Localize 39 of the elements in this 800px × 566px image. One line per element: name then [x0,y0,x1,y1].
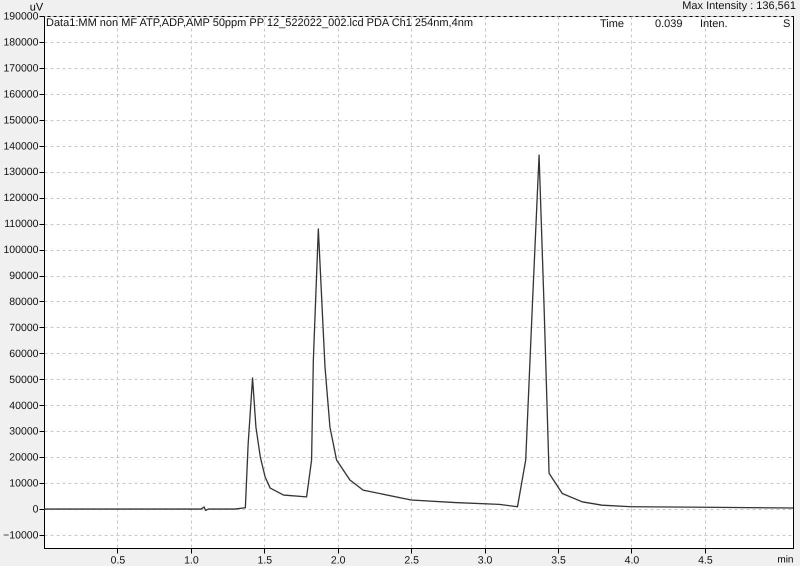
y-tick-label: 170000 [3,62,39,74]
y-tick-label: 60000 [9,348,39,360]
y-axis-title: uV [30,2,44,14]
x-tick-label: 1.0 [184,554,199,566]
y-tick-label: 90000 [9,270,39,282]
y-tick-label: 150000 [3,114,39,126]
chart-title: Data1:MM non MF ATP,ADP,AMP 50ppm PP 12_522022_002.lcd PDA Ch1 254nm,4nm [46,17,474,29]
y-tick-label: 10000 [9,478,39,490]
y-tick-label: 20000 [9,452,39,464]
y-tick-label: 70000 [9,322,39,334]
y-tick-label: 180000 [3,36,39,48]
y-tick-label: 140000 [3,140,39,152]
x-tick-label: 4.0 [624,554,640,566]
text: Max Intensity : 136,561 [682,0,796,12]
y-tick-label: 160000 [3,88,39,100]
y-tick-label: 30000 [9,426,39,438]
annotation: S [783,18,790,30]
y-tick-label: 120000 [3,192,39,204]
y-tick-label: 100000 [3,244,39,256]
y-tick-label: 0 [32,504,39,516]
annotation: 0.039 [655,18,683,30]
x-tick-label: 2.0 [330,554,346,566]
y-tick-label: 80000 [9,296,39,308]
x-tick-label: 3.0 [478,554,493,566]
y-tick-label: 130000 [3,166,39,178]
x-tick-label: 3.5 [551,554,566,566]
x-tick-label: 0.5 [110,554,126,566]
y-tick-label: 50000 [9,374,39,386]
line-series [43,154,794,512]
annotation: Inten. [700,18,728,30]
y-tick-label: 190000 [3,10,39,22]
y-tick-label: −10000 [3,530,39,542]
x-axis-title: min [777,554,794,566]
y-tick-label: 110000 [4,218,39,230]
y-tick-label: 40000 [9,400,39,412]
x-tick-label: 1.5 [257,554,272,566]
x-tick-label: 2.5 [404,554,420,566]
x-tick-label: 4.5 [698,554,713,566]
annotation: Time [600,18,624,30]
